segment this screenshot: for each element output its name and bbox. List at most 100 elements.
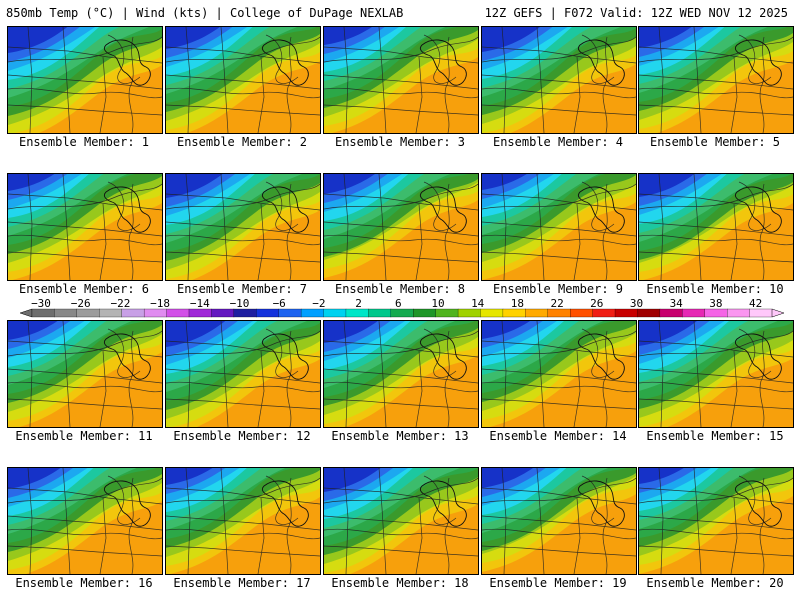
ensemble-member-label: Ensemble Member: 5: [649, 135, 781, 149]
colorbar-swatch: [704, 308, 728, 318]
colorbar-tick-label: −14: [190, 297, 210, 310]
colorbar-tick-label: −30: [31, 297, 51, 310]
ensemble-member-label: Ensemble Member: 13: [331, 429, 469, 443]
ensemble-member-label: Ensemble Member: 11: [15, 429, 153, 443]
temperature-field-map: [639, 27, 793, 133]
temperature-field-map: [8, 174, 162, 280]
temperature-field-map: [482, 27, 636, 133]
colorbar-swatch: [256, 308, 280, 318]
ensemble-member-label: Ensemble Member: 16: [15, 576, 153, 590]
ensemble-member-label: Ensemble Member: 3: [334, 135, 466, 149]
ensemble-member-label: Ensemble Member: 1: [18, 135, 150, 149]
colorbar-swatch: [278, 308, 302, 318]
ensemble-member-label: Ensemble Member: 12: [173, 429, 311, 443]
colorbar-swatch: [749, 308, 773, 318]
temperature-field-map: [324, 468, 478, 574]
ensemble-map-8: [323, 173, 479, 281]
colorbar-swatch: [480, 308, 504, 318]
colorbar-swatch: [188, 308, 212, 318]
colorbar-swatch: [166, 308, 190, 318]
colorbar-swatch: [76, 308, 100, 318]
colorbar-swatch: [525, 308, 549, 318]
temperature-field-map: [8, 321, 162, 427]
colorbar-swatch: [592, 308, 616, 318]
colorbar-tick-label: 42: [749, 297, 762, 310]
colorbar-swatch: [413, 308, 437, 318]
ensemble-member-label: Ensemble Member: 14: [489, 429, 627, 443]
ensemble-map-14: [481, 320, 637, 428]
temperature-field-map: [482, 321, 636, 427]
temperature-field-map: [639, 174, 793, 280]
temperature-field-map: [324, 27, 478, 133]
colorbar-swatch: [54, 308, 78, 318]
colorbar-swatch: [614, 308, 638, 318]
ensemble-map-4: [481, 26, 637, 134]
colorbar-tick-label: −26: [71, 297, 91, 310]
ensemble-map-9: [481, 173, 637, 281]
ensemble-member-label: Ensemble Member: 7: [176, 282, 308, 296]
temperature-field-map: [639, 321, 793, 427]
colorbar-swatch: [547, 308, 571, 318]
colorbar-tick-label: −2: [312, 297, 325, 310]
ensemble-map-17: [165, 467, 321, 575]
temperature-field-map: [8, 27, 162, 133]
colorbar-tick-label: 14: [471, 297, 485, 310]
ensemble-map-10: [638, 173, 794, 281]
ensemble-member-label: Ensemble Member: 8: [334, 282, 466, 296]
colorbar-swatch: [345, 308, 369, 318]
ensemble-map-3: [323, 26, 479, 134]
colorbar-swatch: [211, 308, 235, 318]
ensemble-map-16: [7, 467, 163, 575]
temperature-field-map: [166, 468, 320, 574]
ensemble-map-20: [638, 467, 794, 575]
colorbar-swatch: [368, 308, 392, 318]
ensemble-map-18: [323, 467, 479, 575]
colorbar-tick-label: 38: [709, 297, 722, 310]
colorbar-tick-label: 22: [550, 297, 563, 310]
temperature-field-map: [482, 174, 636, 280]
ensemble-member-label: Ensemble Member: 9: [492, 282, 624, 296]
colorbar-swatch: [637, 308, 661, 318]
ensemble-member-label: Ensemble Member: 20: [646, 576, 784, 590]
temperature-field-map: [324, 174, 478, 280]
colorbar-swatch: [435, 308, 459, 318]
colorbar-swatch: [682, 308, 706, 318]
colorbar-tick-label: −10: [230, 297, 250, 310]
ensemble-map-12: [165, 320, 321, 428]
colorbar-tick-label: 30: [630, 297, 643, 310]
colorbar-tick-label: 18: [511, 297, 524, 310]
colorbar-swatch: [99, 308, 123, 318]
ensemble-member-label: Ensemble Member: 6: [18, 282, 150, 296]
ensemble-map-19: [481, 467, 637, 575]
colorbar-tick-label: 26: [590, 297, 603, 310]
colorbar-swatch: [121, 308, 145, 318]
temperature-field-map: [166, 321, 320, 427]
colorbar-swatch: [502, 308, 526, 318]
temperature-field-map: [639, 468, 793, 574]
colorbar-tick-label: 10: [431, 297, 444, 310]
colorbar-swatch: [659, 308, 683, 318]
ensemble-map-13: [323, 320, 479, 428]
ensemble-member-label: Ensemble Member: 10: [646, 282, 784, 296]
temperature-field-map: [324, 321, 478, 427]
ensemble-map-7: [165, 173, 321, 281]
ensemble-map-11: [7, 320, 163, 428]
ensemble-map-2: [165, 26, 321, 134]
ensemble-member-label: Ensemble Member: 17: [173, 576, 311, 590]
colorbar-tick-label: −6: [273, 297, 286, 310]
colorbar-tick-label: −18: [150, 297, 170, 310]
ensemble-map-6: [7, 173, 163, 281]
colorbar-tick-label: 6: [395, 297, 402, 310]
ensemble-member-label: Ensemble Member: 4: [492, 135, 624, 149]
ensemble-map-1: [7, 26, 163, 134]
colorbar-swatch: [727, 308, 751, 318]
colorbar-swatch: [233, 308, 257, 318]
colorbar-swatch: [457, 308, 481, 318]
colorbar-tick-label: −22: [110, 297, 130, 310]
colorbar-swatch: [323, 308, 347, 318]
ensemble-map-15: [638, 320, 794, 428]
temperature-colorbar: −30 −26 −22 −18 −14 −10 −6 −2 2 6 10 14 18 22 26 30 34 38…: [19, 297, 785, 318]
header-run-info: 12Z GEFS | F072 Valid: 12Z WED NOV 12 20…: [484, 6, 788, 20]
ensemble-member-label: Ensemble Member: 18: [331, 576, 469, 590]
header-title: 850mb Temp (°C) | Wind (kts) | College o…: [6, 6, 404, 20]
